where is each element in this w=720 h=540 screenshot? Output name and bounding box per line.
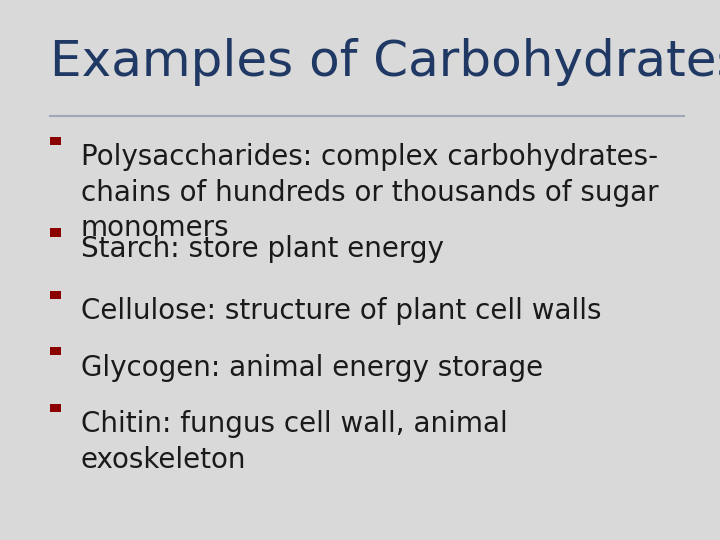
- Text: Cellulose: structure of plant cell walls: Cellulose: structure of plant cell walls: [81, 297, 601, 325]
- Text: Polysaccharides: complex carbohydrates-
chains of hundreds or thousands of sugar: Polysaccharides: complex carbohydrates- …: [81, 143, 658, 242]
- FancyBboxPatch shape: [50, 404, 61, 412]
- FancyBboxPatch shape: [50, 137, 61, 145]
- FancyBboxPatch shape: [50, 291, 61, 299]
- FancyBboxPatch shape: [50, 347, 61, 355]
- FancyBboxPatch shape: [50, 228, 61, 237]
- Text: Glycogen: animal energy storage: Glycogen: animal energy storage: [81, 354, 543, 382]
- Text: Starch: store plant energy: Starch: store plant energy: [81, 235, 444, 263]
- Text: Chitin: fungus cell wall, animal
exoskeleton: Chitin: fungus cell wall, animal exoskel…: [81, 410, 508, 474]
- Text: Examples of Carbohydrates: Examples of Carbohydrates: [50, 38, 720, 86]
